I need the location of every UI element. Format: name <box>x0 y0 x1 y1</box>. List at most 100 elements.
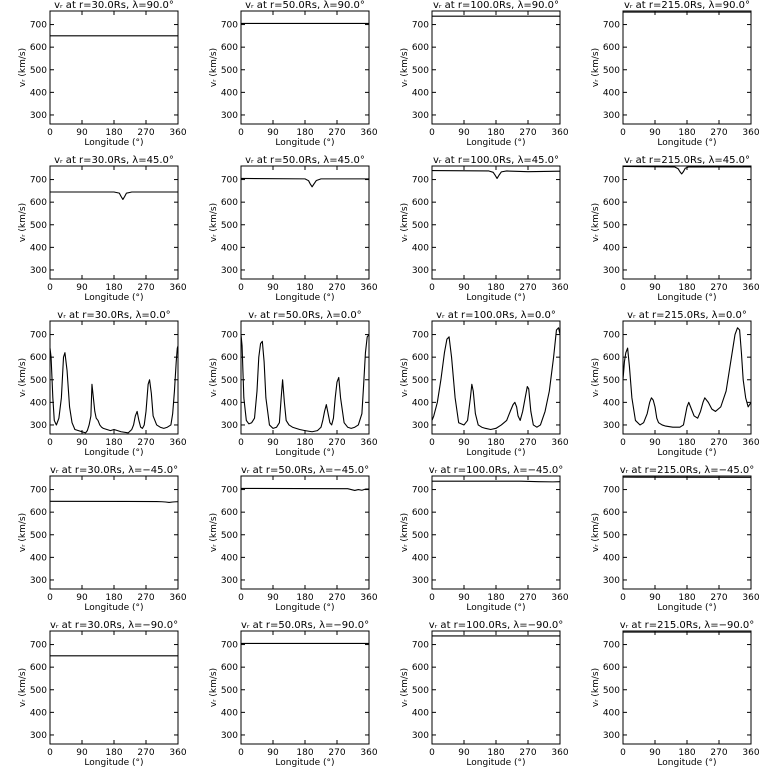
panel: vᵣ at r=215.0Rs, λ=45.0° 0 90 180 270 360 300 4… <box>591 155 760 303</box>
y-tick-label: 300 <box>603 421 620 431</box>
y-tick-label: 400 <box>412 398 429 408</box>
y-tick-label: 400 <box>412 708 429 718</box>
y-tick-label: 300 <box>412 266 429 276</box>
y-tick-label: 600 <box>221 353 238 363</box>
y-axis-label: vᵣ (km/s) <box>209 48 219 87</box>
x-tick-label: 270 <box>519 128 536 138</box>
y-tick-label: 300 <box>30 266 47 276</box>
y-tick-label: 300 <box>221 111 238 121</box>
x-tick-label: 0 <box>429 128 435 138</box>
x-tick-label: 270 <box>519 283 536 293</box>
y-tick-label: 500 <box>30 686 47 696</box>
y-axis-label: vᵣ (km/s) <box>591 203 601 242</box>
y-tick-label: 600 <box>412 663 429 673</box>
x-tick-label: 360 <box>742 438 759 448</box>
y-tick-label: 500 <box>30 376 47 386</box>
plot-frame <box>49 10 179 125</box>
x-tick-label: 0 <box>47 593 53 603</box>
x-tick-label: 180 <box>678 593 695 603</box>
x-tick-label: 0 <box>238 128 244 138</box>
y-tick-label: 700 <box>30 641 47 651</box>
y-axis-label: vᵣ (km/s) <box>400 668 410 707</box>
panel: vᵣ at r=30.0Rs, λ=45.0° 0 90 180 270 360 300 40… <box>18 155 187 303</box>
x-tick-label: 270 <box>328 593 345 603</box>
y-tick-label: 500 <box>412 221 429 231</box>
y-axis-label: vᵣ (km/s) <box>209 513 219 552</box>
y-tick-label: 400 <box>603 553 620 563</box>
panel-title: vᵣ at r=30.0Rs, λ=90.0° <box>54 0 174 11</box>
y-tick-label: 300 <box>412 421 429 431</box>
x-axis-label: Longitude (°) <box>84 138 143 148</box>
y-tick-label: 600 <box>221 508 238 518</box>
x-axis-label: Longitude (°) <box>275 758 334 768</box>
panel: vᵣ at r=100.0Rs, λ=90.0° 0 90 180 270 360 300 4… <box>400 0 569 148</box>
y-tick-label: 300 <box>30 731 47 741</box>
series-line <box>49 500 178 503</box>
y-tick-label: 700 <box>221 486 238 496</box>
x-tick-label: 360 <box>551 128 568 138</box>
x-axis-label: Longitude (°) <box>466 448 525 458</box>
x-tick-label: 270 <box>137 128 154 138</box>
x-tick-label: 270 <box>710 438 727 448</box>
x-tick-label: 180 <box>296 593 313 603</box>
x-tick-label: 0 <box>47 128 53 138</box>
x-tick-label: 0 <box>47 748 53 758</box>
panel-title: vᵣ at r=215.0Rs, λ=0.0° <box>627 310 747 321</box>
x-tick-label: 360 <box>169 283 186 293</box>
x-axis-label: Longitude (°) <box>466 603 525 613</box>
y-tick-label: 400 <box>221 243 238 253</box>
series-line <box>622 327 752 428</box>
y-tick-label: 600 <box>30 663 47 673</box>
x-tick-label: 0 <box>238 283 244 293</box>
y-tick-label: 400 <box>603 88 620 98</box>
x-tick-label: 360 <box>551 438 568 448</box>
x-tick-label: 180 <box>296 438 313 448</box>
x-tick-label: 90 <box>458 593 470 603</box>
x-tick-label: 270 <box>710 748 727 758</box>
y-tick-label: 600 <box>30 353 47 363</box>
x-tick-label: 180 <box>678 283 695 293</box>
y-tick-label: 700 <box>221 641 238 651</box>
x-tick-label: 270 <box>137 438 154 448</box>
panel-title: vᵣ at r=100.0Rs, λ=90.0° <box>433 0 559 11</box>
panel-title: vᵣ at r=100.0Rs, λ=45.0° <box>433 155 559 166</box>
y-tick-label: 600 <box>412 353 429 363</box>
x-tick-label: 180 <box>105 593 122 603</box>
y-tick-label: 300 <box>221 266 238 276</box>
y-tick-label: 400 <box>221 708 238 718</box>
y-tick-label: 600 <box>221 663 238 673</box>
x-tick-label: 180 <box>678 748 695 758</box>
series-line <box>240 334 370 433</box>
x-tick-label: 360 <box>742 593 759 603</box>
x-tick-label: 0 <box>47 283 53 293</box>
plot-frame <box>431 320 561 435</box>
panel-title: vᵣ at r=50.0Rs, λ=−90.0° <box>241 620 369 631</box>
y-tick-label: 600 <box>603 353 620 363</box>
y-tick-label: 700 <box>30 486 47 496</box>
panel: vᵣ at r=215.0Rs, λ=90.0° 0 90 180 270 360 300 4… <box>591 0 760 148</box>
x-tick-label: 360 <box>551 748 568 758</box>
y-tick-label: 400 <box>412 88 429 98</box>
x-tick-label: 90 <box>267 438 279 448</box>
panel-title: vᵣ at r=30.0Rs, λ=45.0° <box>54 155 174 166</box>
x-tick-label: 360 <box>169 438 186 448</box>
x-tick-label: 270 <box>519 593 536 603</box>
x-axis-label: Longitude (°) <box>84 603 143 613</box>
y-axis-label: vᵣ (km/s) <box>400 48 410 87</box>
panel: vᵣ at r=100.0Rs, λ=0.0° 0 90 180 270 360 300 40… <box>400 310 569 458</box>
x-tick-label: 180 <box>296 748 313 758</box>
x-tick-label: 90 <box>267 283 279 293</box>
y-tick-label: 600 <box>412 43 429 53</box>
x-tick-label: 0 <box>429 438 435 448</box>
x-axis-label: Longitude (°) <box>466 293 525 303</box>
panel: vᵣ at r=50.0Rs, λ=−90.0° 0 90 180 270 360 300 4… <box>209 620 378 768</box>
x-tick-label: 90 <box>649 283 661 293</box>
plot-frame <box>240 165 370 280</box>
plot-frame <box>622 10 752 125</box>
x-tick-label: 270 <box>137 593 154 603</box>
y-tick-label: 400 <box>221 88 238 98</box>
y-tick-label: 300 <box>412 111 429 121</box>
x-axis-label: Longitude (°) <box>84 758 143 768</box>
x-tick-label: 270 <box>137 748 154 758</box>
plot-frame <box>49 475 179 590</box>
